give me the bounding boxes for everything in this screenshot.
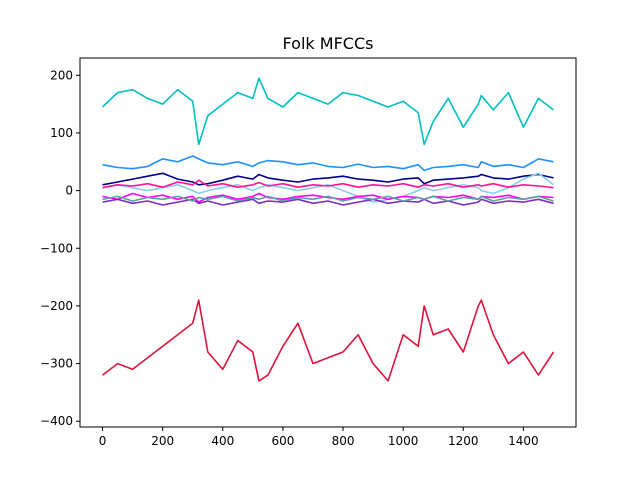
series-line-8 — [102, 195, 554, 202]
y-tick-label: 200 — [50, 68, 73, 82]
series-line-4 — [102, 172, 554, 203]
y-axis: 200 100 0 −100 −200 −300 −400 — [40, 68, 80, 428]
x-tick-label: 600 — [271, 434, 294, 448]
y-tick-label: −300 — [40, 357, 73, 371]
y-tick-label: −100 — [40, 241, 73, 255]
x-tick-label: 1200 — [448, 434, 479, 448]
series-layer — [101, 77, 555, 382]
series-line-1 — [101, 77, 554, 146]
x-tick-label: 1400 — [508, 434, 539, 448]
y-tick-label: −400 — [40, 414, 73, 428]
x-tick-label: 400 — [211, 434, 234, 448]
series-line-7 — [102, 179, 554, 189]
plot-frame — [79, 57, 577, 428]
x-tick-label: 800 — [332, 434, 355, 448]
series-line-0 — [102, 299, 555, 382]
y-tick-label: −200 — [40, 299, 73, 313]
x-tick-label: 1000 — [388, 434, 419, 448]
x-axis: 0 200 400 600 800 1000 1200 1400 — [99, 427, 539, 448]
x-tick-label: 0 — [99, 434, 107, 448]
y-tick-label: 100 — [50, 126, 73, 140]
series-line-3 — [102, 172, 554, 186]
y-tick-label: 0 — [65, 184, 73, 198]
x-tick-label: 200 — [151, 434, 174, 448]
series-line-2 — [102, 155, 554, 172]
chart-title: Folk MFCCs — [283, 34, 374, 53]
